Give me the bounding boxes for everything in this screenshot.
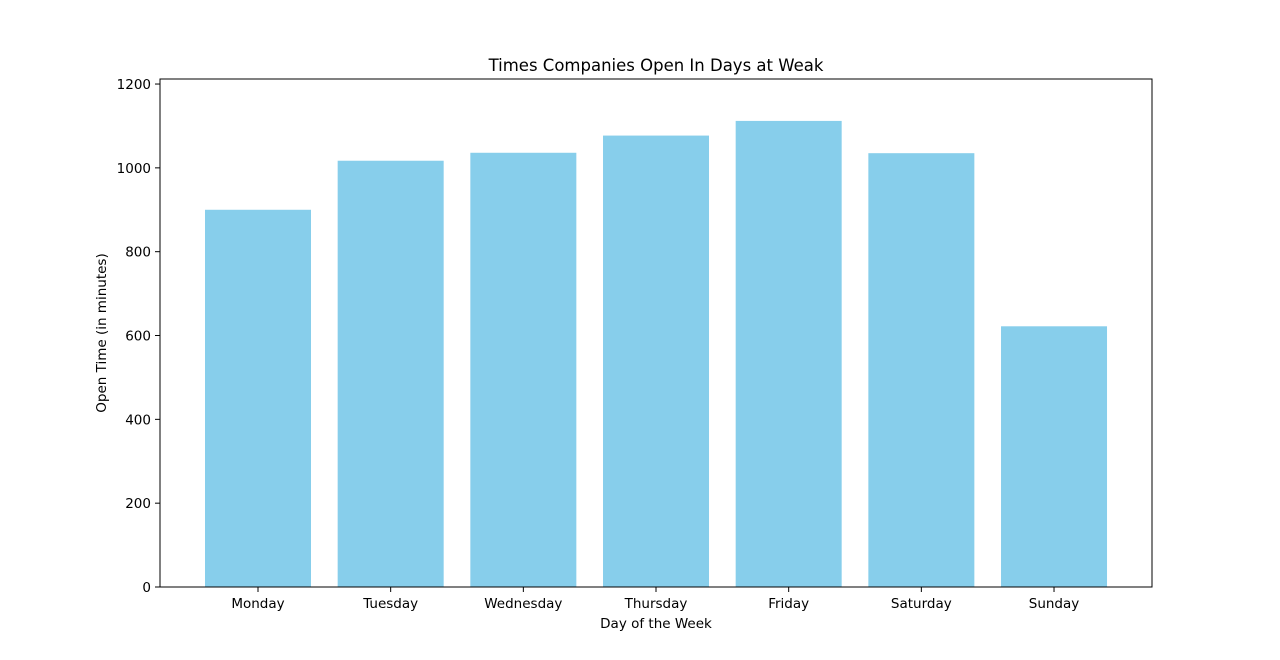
x-tick-label: Monday	[231, 596, 284, 612]
x-tick-label: Sunday	[1029, 596, 1080, 612]
y-tick-label: 200	[125, 496, 151, 512]
bar-sunday	[1001, 326, 1108, 587]
bar-monday	[205, 209, 311, 587]
y-tick-label: 600	[125, 329, 151, 345]
bars-group	[205, 120, 1108, 588]
bar-thursday	[603, 135, 710, 587]
x-tick-label: Thursday	[624, 596, 688, 612]
x-tick-label: Wednesday	[484, 596, 562, 612]
y-tick-label: 400	[125, 412, 151, 428]
x-tick-label: Friday	[768, 596, 809, 612]
x-tick-label: Tuesday	[362, 596, 418, 612]
y-axis-label: Open Time (in minutes)	[94, 253, 110, 412]
bar-tuesday	[337, 160, 444, 587]
bar-saturday	[868, 153, 975, 588]
y-tick-label: 1200	[117, 77, 151, 93]
x-axis: Monday Tuesday Wednesday Thursday Friday Satu…	[231, 587, 1079, 612]
bar-friday	[735, 120, 842, 588]
y-tick-label: 0	[142, 580, 151, 596]
y-tick-label: 1000	[117, 161, 151, 177]
x-axis-label: Day of the Week	[600, 616, 712, 632]
bar-wednesday	[470, 152, 577, 587]
chart-title: Times Companies Open In Days at Weak	[488, 56, 824, 75]
x-tick-label: Saturday	[891, 596, 952, 612]
y-axis: 0 200 400 600 800 1000 1200	[117, 77, 160, 596]
y-tick-label: 800	[125, 245, 151, 261]
